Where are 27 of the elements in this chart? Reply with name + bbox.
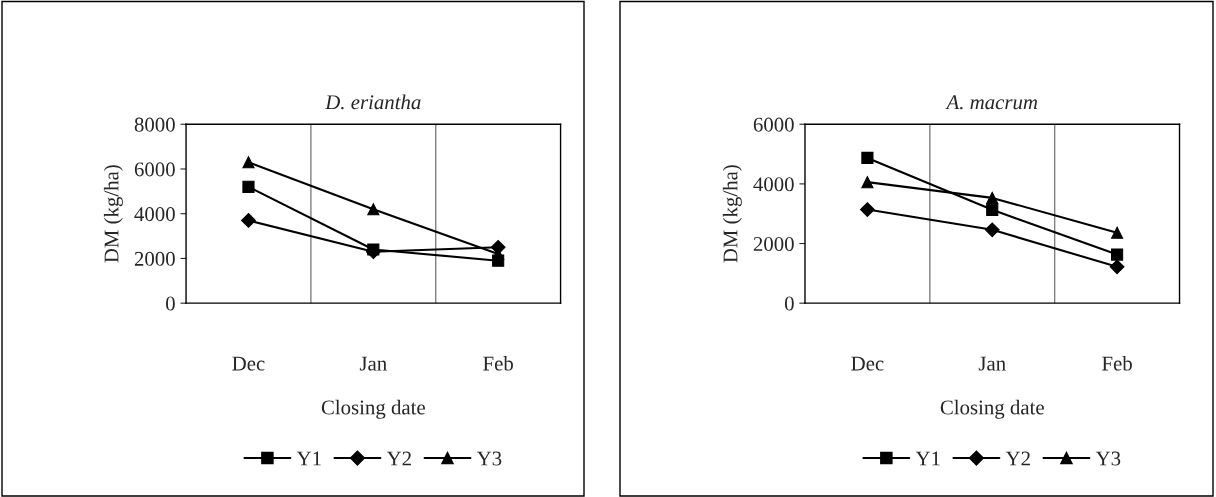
y-tick-label: 8000 bbox=[134, 117, 175, 132]
y-tick-label: 6000 bbox=[134, 162, 175, 177]
y-axis-title: DM (kg/ha) bbox=[722, 165, 742, 263]
x-axis-title: Closing date bbox=[940, 399, 1044, 419]
legend-label: Y2 bbox=[386, 451, 411, 466]
legend-label: Y2 bbox=[1005, 451, 1030, 466]
x-tick-label: Jan bbox=[359, 356, 387, 371]
x-tick-label: Jan bbox=[978, 356, 1006, 371]
x-tick-label: Feb bbox=[1102, 355, 1132, 371]
x-tick-label: Dec bbox=[232, 356, 265, 371]
y-tick-label: 2000 bbox=[134, 251, 175, 266]
legend-label: Y3 bbox=[476, 451, 502, 466]
legend-label: Y1 bbox=[296, 451, 321, 466]
x-tick-label: Dec bbox=[851, 356, 884, 371]
legend-label: Y3 bbox=[1095, 451, 1121, 466]
x-axis-title: Closing date bbox=[321, 399, 425, 419]
y-tick-label: 0 bbox=[784, 296, 794, 311]
y-tick-label: 0 bbox=[166, 296, 175, 311]
y-axis-title: DM (kg/ha) bbox=[103, 165, 123, 263]
chart-title: D. eriantha bbox=[325, 94, 421, 110]
y-tick-label: 4000 bbox=[753, 177, 794, 192]
y-tick-label: 4000 bbox=[134, 207, 175, 222]
x-tick-label: Feb bbox=[483, 355, 513, 371]
y-tick-label: 2000 bbox=[753, 236, 794, 251]
legend-label: Y1 bbox=[915, 451, 940, 466]
chart-title: A. macrum bbox=[945, 95, 1038, 110]
y-tick-label: 6000 bbox=[753, 117, 794, 132]
